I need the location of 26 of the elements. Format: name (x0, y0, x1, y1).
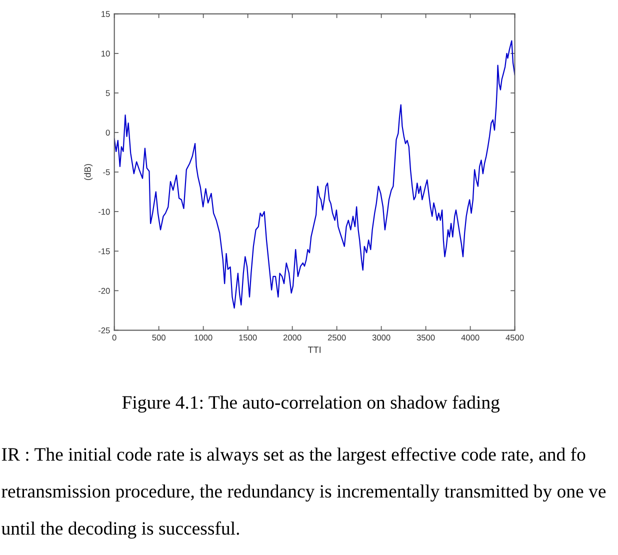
x-tick-label: 0 (112, 334, 116, 341)
y-tick-label: -25 (98, 327, 110, 334)
x-tick-label: 4500 (506, 334, 524, 341)
y-tick-label: -5 (103, 169, 110, 176)
x-tick-label: 4000 (461, 334, 480, 341)
x-tick-label: 500 (152, 334, 166, 341)
caption: Figure 4.1: The auto-correlation on shadow fading (122, 395, 500, 413)
line-series (114, 40, 515, 309)
y-axis-title: (dB) (84, 164, 93, 180)
y-tick-label: -15 (98, 248, 110, 254)
y-tick-label: 10 (102, 50, 110, 57)
y-tick-label: -10 (98, 208, 110, 215)
text: until the decoding is successful. (1, 521, 240, 539)
x-tick-label: 3500 (416, 334, 435, 341)
y-tick-label: 0 (106, 130, 110, 136)
x-tick-label: 3000 (372, 334, 390, 341)
text: IR : The initial code rate is always set as the largest effective code rate, and fo (2, 447, 586, 465)
x-tick-label: 2500 (328, 334, 346, 341)
x-tick-label: 2000 (283, 334, 302, 341)
y-tick-label: 15 (102, 11, 110, 17)
x-tick-label: 1000 (194, 334, 212, 341)
x-axis-title: TTI (308, 346, 320, 353)
x-tick-label: 1500 (239, 334, 257, 341)
y-tick-label: 5 (106, 90, 110, 96)
y-tick-label: -20 (98, 288, 110, 294)
text: retransmission procedure, the redundancy is incrementally transmitted by one ve (2, 484, 606, 502)
